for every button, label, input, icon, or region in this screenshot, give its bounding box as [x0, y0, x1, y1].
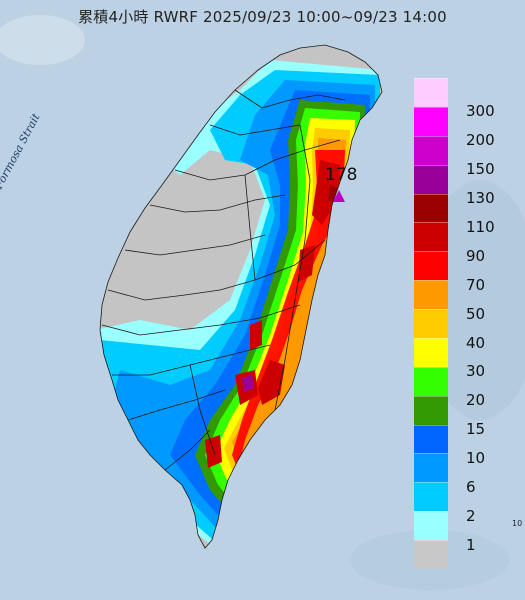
legend-level-label: 70 — [466, 275, 486, 294]
legend-swatch — [414, 135, 448, 165]
legend-swatch — [414, 309, 448, 338]
legend-color-bar — [414, 78, 448, 569]
legend-level-label: 40 — [466, 333, 486, 352]
legend-swatch — [414, 280, 448, 309]
legend-level-label: 110 — [466, 217, 495, 236]
legend-swatch — [414, 482, 448, 512]
max-value-label: 178 — [325, 165, 358, 185]
legend-level-label: 150 — [466, 160, 495, 179]
coastline — [99, 44, 383, 549]
legend-swatch — [414, 395, 448, 425]
legend-swatch — [414, 511, 448, 540]
legend-swatch — [414, 540, 448, 569]
legend-level-label: 15 — [466, 420, 486, 439]
legend-swatch — [414, 251, 448, 281]
legend-swatch — [414, 337, 448, 367]
legend-swatch — [414, 453, 448, 483]
legend-level-label: 130 — [466, 189, 495, 208]
legend-swatch — [414, 222, 448, 252]
max-value-marker — [333, 190, 345, 202]
legend-level-label: 200 — [466, 131, 495, 150]
legend-level-label: 1 — [466, 535, 476, 554]
county-boundaries — [101, 89, 346, 471]
legend-swatch — [414, 424, 448, 454]
legend-level-label: 2 — [466, 506, 476, 525]
legend-swatch — [414, 106, 448, 136]
legend-level-label: 20 — [466, 391, 486, 410]
map-title: 累積4小時 RWRF 2025/09/23 10:00~09/23 14:00 — [78, 8, 447, 26]
legend-swatch — [414, 366, 448, 396]
legend-level-label: 10 — [466, 449, 486, 468]
legend-level-label: 300 — [466, 102, 495, 121]
cloud-patch — [0, 15, 85, 65]
legend-swatch — [414, 193, 448, 223]
legend-level-label: 6 — [466, 477, 476, 496]
legend-level-label: 50 — [466, 304, 486, 323]
legend-swatch — [414, 78, 448, 107]
legend-level-label: 30 — [466, 362, 486, 381]
edge-label: 10 — [512, 519, 523, 528]
legend-swatch — [414, 164, 448, 194]
legend-level-label: 90 — [466, 246, 486, 265]
